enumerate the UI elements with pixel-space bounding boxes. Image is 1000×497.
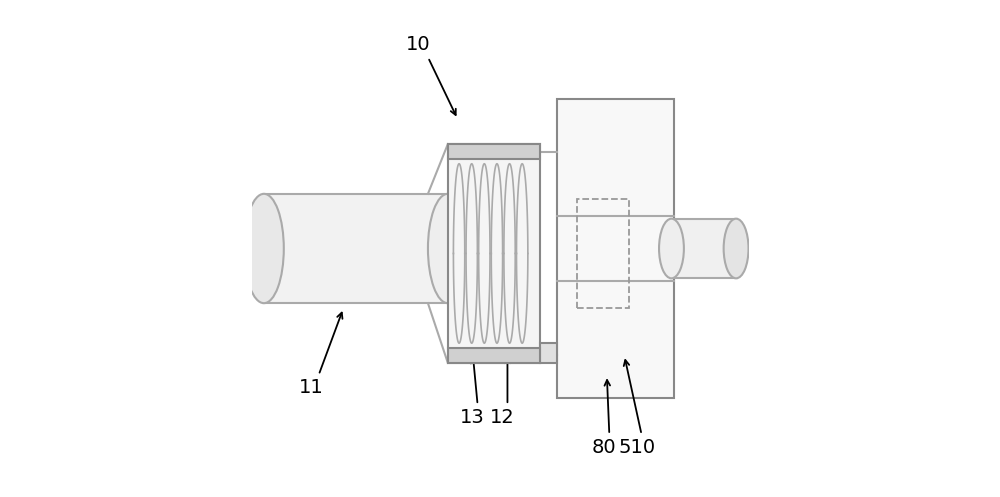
Bar <box>540 343 557 363</box>
Bar <box>577 199 629 308</box>
Text: 11: 11 <box>299 378 324 397</box>
Text: 13: 13 <box>460 408 485 427</box>
Bar <box>264 194 448 303</box>
Bar <box>448 144 540 363</box>
Text: 80: 80 <box>592 438 617 457</box>
Bar <box>448 144 540 159</box>
Bar <box>448 348 540 363</box>
Bar <box>671 219 736 278</box>
Ellipse shape <box>244 194 284 303</box>
Text: 10: 10 <box>406 35 430 54</box>
Text: 510: 510 <box>618 438 655 457</box>
Text: 12: 12 <box>490 408 515 427</box>
Ellipse shape <box>428 194 468 303</box>
Bar <box>557 99 674 398</box>
Ellipse shape <box>724 219 748 278</box>
Ellipse shape <box>659 219 684 278</box>
